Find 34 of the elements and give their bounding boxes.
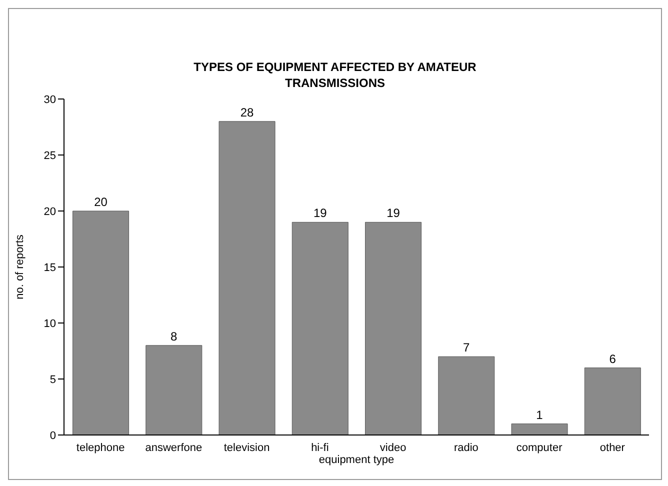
chart-title: TYPES OF EQUIPMENT AFFECTED BY AMATEUR TRANSMISSIONS [192, 59, 478, 91]
y-tick-label: 10 [44, 318, 56, 330]
y-tick-label: 0 [50, 430, 56, 442]
y-tick-label: 5 [50, 374, 56, 386]
x-tick-label: video [380, 442, 406, 454]
bar [146, 345, 202, 435]
bar [511, 424, 568, 435]
bar [72, 210, 130, 435]
data-label: 20 [94, 195, 108, 209]
data-label: 1 [536, 408, 544, 422]
x-tick-label: radio [454, 442, 478, 454]
x-tick-label: other [600, 442, 626, 454]
x-tick-label: computer [516, 442, 563, 454]
data-label: 6 [609, 352, 616, 366]
x-tick-label: telephone [76, 442, 125, 454]
bar [365, 222, 422, 435]
bar [292, 222, 348, 435]
data-label: 7 [463, 340, 470, 355]
y-tick-label: 15 [44, 262, 56, 274]
x-tick-label: hi-fi [311, 442, 329, 454]
y-tick-label: 20 [44, 206, 56, 218]
y-axis-title: no. of reports [14, 234, 26, 300]
bar [584, 368, 641, 435]
x-tick-label: television [224, 442, 270, 454]
data-label: 8 [170, 329, 178, 344]
y-tick-label: 30 [44, 94, 56, 106]
data-label: 19 [386, 206, 400, 220]
bar [218, 121, 276, 435]
bar [438, 356, 495, 435]
data-label: 19 [313, 206, 328, 220]
y-tick-label: 25 [44, 150, 56, 162]
x-tick-label: answerfone [145, 442, 202, 454]
x-axis-title: equipment type [318, 454, 394, 466]
data-label: 28 [240, 105, 254, 120]
